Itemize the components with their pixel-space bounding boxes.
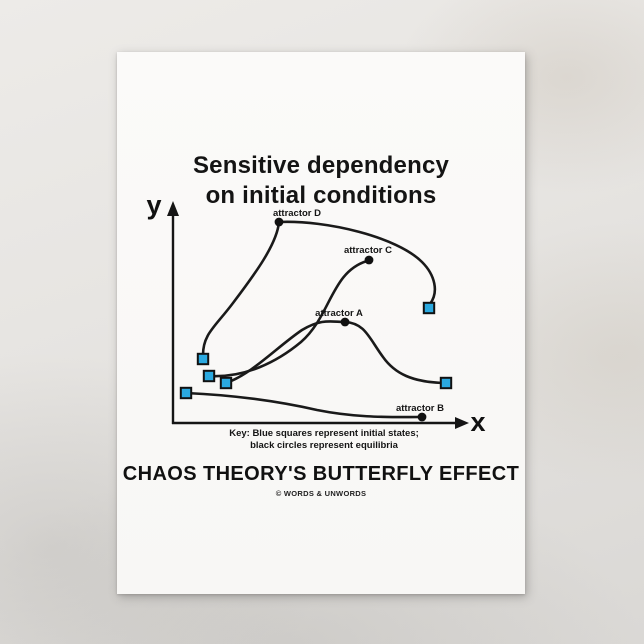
curve-hill-through-a <box>224 320 445 385</box>
copyright-line: © WORDS & UNWORDS <box>275 489 367 498</box>
initial-state-square <box>179 386 193 400</box>
initial-state-square <box>422 301 436 315</box>
equilibrium-dot-d <box>274 217 284 227</box>
equilibrium-dot-a <box>340 317 350 327</box>
postcard: Sensitive dependency on initial conditio… <box>117 52 525 594</box>
initial-state-square <box>219 376 233 390</box>
initial-state-square <box>196 352 210 366</box>
equilibrium-dot-b <box>417 412 427 422</box>
equilibrium-dot-c <box>364 255 374 265</box>
curve-d-to-right-square <box>277 220 437 306</box>
y-axis-arrowhead <box>167 201 179 216</box>
attractor-label-d: attractor D <box>273 208 321 219</box>
diagram-title-line2: on initial conditions <box>205 182 437 209</box>
curves-layer: attractor D attractor C attractor A attract… <box>179 208 453 422</box>
attractor-label-c: attractor C <box>344 245 392 256</box>
y-axis-label: y <box>146 190 161 220</box>
key-line2: black circles represent equilibria <box>250 440 399 451</box>
x-axis-arrowhead <box>455 417 469 429</box>
diagram-title: Sensitive dependency on initial conditio… <box>117 151 525 211</box>
curve-square-to-c <box>207 259 369 378</box>
initial-state-square <box>202 369 216 383</box>
x-axis-label: x <box>470 407 485 437</box>
attractor-label-a: attractor A <box>315 308 363 319</box>
attractor-label-b: attractor B <box>396 403 444 414</box>
curve-d-to-left-square <box>201 220 281 357</box>
initial-state-square <box>439 376 453 390</box>
diagram-title-line1: Sensitive dependency <box>192 152 450 179</box>
key-line1: Key: Blue squares represent initial stat… <box>229 428 419 439</box>
postcard-footer-title: CHAOS THEORY'S BUTTERFLY EFFECT <box>122 463 520 485</box>
curve-square-to-b <box>184 391 422 419</box>
